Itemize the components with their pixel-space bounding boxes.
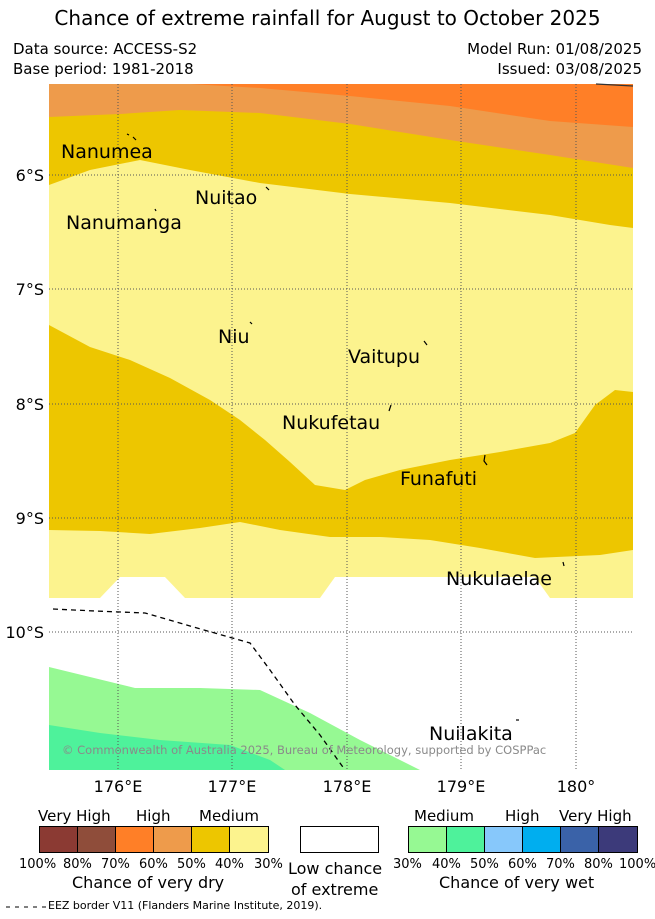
legend-wet-swatch-50-60 [484, 826, 523, 853]
legend-wet-swatch-30-40 [408, 826, 447, 853]
eez-border-corner [595, 83, 634, 87]
legend-dry-swatch-40-50 [191, 826, 230, 853]
eez-legend-line [6, 906, 46, 908]
lat-label-7s: 7°S [16, 280, 44, 299]
legend-dry-swatch-80-90 [77, 826, 116, 853]
wet-medium-40-zone [49, 725, 285, 770]
lon-label-176e: 176°E [94, 777, 143, 796]
legend-wet-pct-100: 100% [619, 857, 655, 872]
legend-wet-cat-high: High [505, 807, 540, 825]
island-label-nuilakita: Nuilakita [429, 723, 513, 745]
legend-dry-pct-30: 30% [254, 857, 283, 872]
eez-note: EEZ border V11 (Flanders Marine Institut… [48, 899, 323, 912]
base-period: Base period: 1981-2018 [13, 60, 194, 78]
legend-wet-pct-40: 40% [432, 857, 461, 872]
island-label-nuitao: Nuitao [195, 187, 257, 209]
legend-dry-cat-very-high: Very High [38, 807, 111, 825]
island-label-nanumanga: Nanumanga [66, 212, 182, 234]
island-markers [126, 133, 565, 721]
legend-dry-swatch-90-100 [39, 826, 78, 853]
legend-low-chance-line1: Low chance [288, 859, 383, 878]
legend-dry-title: Chance of very dry [72, 873, 225, 892]
legend-wet-pct-80: 80% [584, 857, 613, 872]
legend-wet-pct-30: 30% [393, 857, 422, 872]
legend-wet-title: Chance of very wet [439, 873, 595, 892]
legend-dry-pct-50: 50% [177, 857, 206, 872]
lat-label-9s: 9°S [16, 509, 44, 528]
legend-dry-pct-100: 100% [19, 857, 57, 872]
eez-border-line [52, 608, 346, 771]
lon-label-180: 180° [557, 777, 596, 796]
page-title: Chance of extreme rainfall for August to… [54, 6, 601, 30]
legend-dry-pct-80: 80% [63, 857, 92, 872]
island-label-nukufetau: Nukufetau [282, 412, 380, 434]
legend-wet-pct-60: 60% [508, 857, 537, 872]
legend-dry-pct-60: 60% [139, 857, 168, 872]
island-label-funafuti: Funafuti [400, 468, 477, 490]
copyright-note: © Commonwealth of Australia 2025, Bureau… [62, 743, 546, 757]
lat-label-8s: 8°S [16, 395, 44, 414]
legend-dry-swatch-30-40 [229, 826, 269, 853]
grid-lines [49, 84, 633, 770]
island-label-vaitupu: Vaitupu [348, 346, 420, 368]
legend-dry-cat-medium: Medium [199, 807, 259, 825]
legend-wet-swatch-70-80 [560, 826, 599, 853]
legend-low-chance-line2: of extreme [291, 880, 379, 899]
legend-dry-swatch-50-60 [153, 826, 192, 853]
legend-dry-pct-40: 40% [215, 857, 244, 872]
lon-label-177e: 177°E [208, 777, 257, 796]
lat-label-10s: 10°S [5, 623, 44, 642]
issued-date: Issued: 03/08/2025 [497, 60, 642, 78]
model-run: Model Run: 01/08/2025 [467, 40, 642, 58]
legend-low-chance-swatch [300, 826, 379, 853]
legend-dry-cat-high: High [136, 807, 171, 825]
legend-dry-swatch-60-70 [115, 826, 154, 853]
legend-wet-cat-very-high: Very High [559, 807, 632, 825]
data-source: Data source: ACCESS-S2 [13, 40, 198, 58]
dry-medium-zone-south [49, 325, 633, 558]
lon-label-178e: 178°E [323, 777, 372, 796]
island-label-nanumea: Nanumea [61, 141, 153, 163]
legend-wet-swatch-60-70 [522, 826, 561, 853]
lat-label-6s: 6°S [16, 166, 44, 185]
legend-wet-pct-70: 70% [546, 857, 575, 872]
dry-very-high-zone [115, 84, 633, 127]
legend-wet-cat-medium: Medium [414, 807, 474, 825]
legend-wet-swatch-40-50 [446, 826, 485, 853]
lon-label-179e: 179°E [437, 777, 486, 796]
island-label-niu: Niu [218, 326, 250, 348]
legend-dry-pct-70: 70% [101, 857, 130, 872]
legend-wet-pct-50: 50% [470, 857, 499, 872]
island-label-nukulaelae: Nukulaelae [446, 568, 552, 590]
legend-wet-swatch-80-100 [598, 826, 638, 853]
